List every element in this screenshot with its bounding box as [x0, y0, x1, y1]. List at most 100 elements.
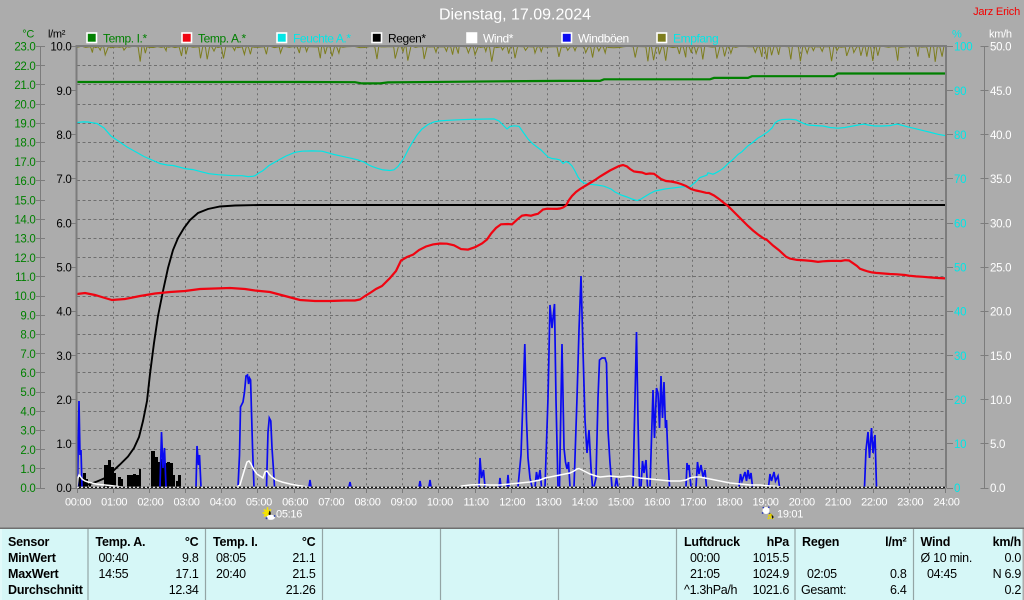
svg-text:7.0: 7.0 — [56, 174, 71, 186]
svg-text:Durchschnitt: Durchschnitt — [8, 583, 84, 597]
svg-text:07:00: 07:00 — [318, 497, 344, 509]
svg-text:50.0: 50.0 — [990, 42, 1011, 54]
svg-text:13:00: 13:00 — [535, 497, 561, 509]
svg-text:17:00: 17:00 — [680, 497, 706, 509]
svg-text:15.0: 15.0 — [990, 351, 1011, 363]
svg-text:0.8: 0.8 — [890, 567, 907, 581]
svg-text:50: 50 — [954, 262, 966, 274]
svg-text:4.0: 4.0 — [20, 406, 35, 418]
svg-text:40.0: 40.0 — [990, 130, 1011, 142]
svg-text:05:00: 05:00 — [246, 497, 272, 509]
svg-text:19:01: 19:01 — [777, 509, 803, 521]
svg-text:7.0: 7.0 — [20, 349, 35, 361]
svg-text:23.0: 23.0 — [14, 42, 35, 54]
svg-text:l/m²: l/m² — [885, 535, 906, 549]
svg-text:24:00: 24:00 — [933, 497, 959, 509]
svg-text:17.1: 17.1 — [175, 567, 198, 581]
svg-text:21.1: 21.1 — [292, 551, 315, 565]
svg-text:hPa: hPa — [767, 535, 791, 549]
svg-text:5.0: 5.0 — [20, 387, 35, 399]
svg-text:0.2: 0.2 — [1005, 583, 1022, 597]
svg-text:00:00: 00:00 — [690, 551, 720, 565]
svg-text:Ø 10 min.: Ø 10 min. — [921, 551, 973, 565]
svg-text:21:05: 21:05 — [690, 567, 720, 581]
svg-text:19:00: 19:00 — [753, 497, 779, 509]
svg-text:90: 90 — [954, 86, 966, 98]
svg-text:23:00: 23:00 — [897, 497, 923, 509]
svg-text:Temp. I.*: Temp. I.* — [103, 32, 147, 46]
svg-text:06:00: 06:00 — [282, 497, 308, 509]
svg-text:°C: °C — [185, 535, 199, 549]
svg-text:Empfang: Empfang — [673, 32, 718, 46]
svg-text:21.0: 21.0 — [14, 80, 35, 92]
svg-text:12.34: 12.34 — [169, 583, 199, 597]
svg-text:35.0: 35.0 — [990, 174, 1011, 186]
svg-text:02:00: 02:00 — [137, 497, 163, 509]
svg-text:18:00: 18:00 — [716, 497, 742, 509]
svg-text:Temp. I.: Temp. I. — [213, 535, 258, 549]
svg-text:22.0: 22.0 — [14, 61, 35, 73]
svg-text:°C: °C — [302, 535, 316, 549]
svg-text:15.0: 15.0 — [14, 195, 35, 207]
svg-text:30.0: 30.0 — [990, 218, 1011, 230]
svg-text:40: 40 — [954, 307, 966, 319]
svg-text:00:40: 00:40 — [99, 551, 129, 565]
svg-text:21.5: 21.5 — [292, 567, 315, 581]
svg-text:1.0: 1.0 — [56, 439, 71, 451]
svg-text:20: 20 — [954, 395, 966, 407]
svg-text:02:05: 02:05 — [807, 567, 837, 581]
svg-text:12:00: 12:00 — [499, 497, 525, 509]
svg-text:Windböen: Windböen — [578, 32, 629, 46]
svg-text:10.0: 10.0 — [14, 291, 35, 303]
svg-text:14:55: 14:55 — [99, 567, 129, 581]
svg-text:08:05: 08:05 — [216, 551, 246, 565]
svg-text:20:00: 20:00 — [789, 497, 815, 509]
svg-text:6.0: 6.0 — [56, 218, 71, 230]
svg-text:05:16: 05:16 — [276, 509, 302, 521]
svg-text:14.0: 14.0 — [14, 214, 35, 226]
svg-text:0.0: 0.0 — [56, 483, 71, 495]
svg-text:9.0: 9.0 — [56, 86, 71, 98]
svg-text:16:00: 16:00 — [644, 497, 670, 509]
svg-text:Jarz Erich: Jarz Erich — [973, 6, 1020, 18]
svg-text:18.0: 18.0 — [14, 138, 35, 150]
svg-text:Wind*: Wind* — [483, 32, 514, 46]
svg-text:09:00: 09:00 — [391, 497, 417, 509]
svg-text:15:00: 15:00 — [608, 497, 634, 509]
svg-text:2.0: 2.0 — [20, 445, 35, 457]
svg-text:3.0: 3.0 — [56, 351, 71, 363]
svg-text:20.0: 20.0 — [990, 307, 1011, 319]
svg-text:1024.9: 1024.9 — [753, 567, 790, 581]
svg-text:04:00: 04:00 — [210, 497, 236, 509]
svg-text:0.0: 0.0 — [990, 483, 1005, 495]
svg-text:5.0: 5.0 — [990, 439, 1005, 451]
svg-text:80: 80 — [954, 130, 966, 142]
svg-text:19.0: 19.0 — [14, 118, 35, 130]
svg-text:20:40: 20:40 — [216, 567, 246, 581]
svg-text:8.0: 8.0 — [56, 130, 71, 142]
svg-text:9.8: 9.8 — [182, 551, 199, 565]
svg-text:08:00: 08:00 — [354, 497, 380, 509]
svg-text:100: 100 — [954, 42, 972, 54]
svg-text:Luftdruck: Luftdruck — [684, 535, 740, 549]
svg-text:21.26: 21.26 — [286, 583, 316, 597]
svg-text:0.0: 0.0 — [20, 483, 35, 495]
svg-text:6.0: 6.0 — [20, 368, 35, 380]
svg-text:^1.3hPa/h: ^1.3hPa/h — [684, 583, 738, 597]
svg-text:l/m²: l/m² — [48, 29, 66, 41]
svg-text:Wind: Wind — [921, 535, 951, 549]
svg-text:N 6.9: N 6.9 — [993, 567, 1022, 581]
svg-text:10.0: 10.0 — [990, 395, 1011, 407]
svg-text:3.0: 3.0 — [20, 426, 35, 438]
svg-text:00:00: 00:00 — [65, 497, 91, 509]
svg-text:22:00: 22:00 — [861, 497, 887, 509]
svg-text:8.0: 8.0 — [20, 330, 35, 342]
svg-text:20.0: 20.0 — [14, 99, 35, 111]
svg-text:0.0: 0.0 — [1005, 551, 1022, 565]
svg-text:Dienstag, 17.09.2024: Dienstag, 17.09.2024 — [439, 7, 591, 24]
svg-text:6.4: 6.4 — [890, 583, 907, 597]
svg-text:12.0: 12.0 — [14, 253, 35, 265]
svg-text:Temp. A.: Temp. A. — [96, 535, 146, 549]
svg-text:01:00: 01:00 — [101, 497, 127, 509]
svg-text:21:00: 21:00 — [825, 497, 851, 509]
